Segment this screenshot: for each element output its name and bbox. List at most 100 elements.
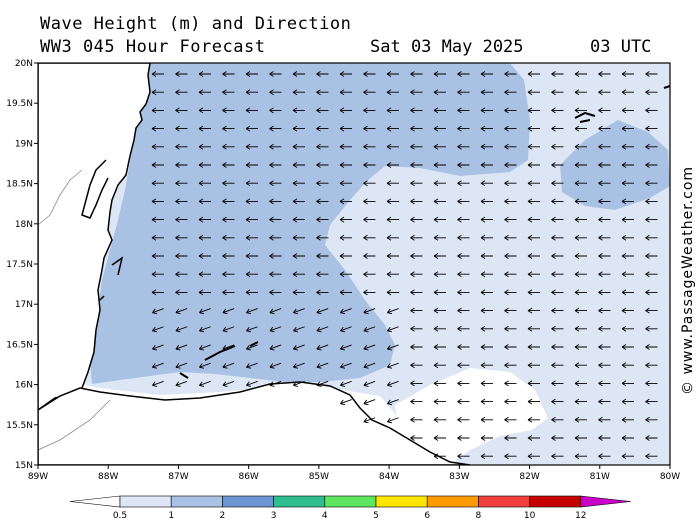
lon-tick-label: 81W bbox=[590, 472, 610, 482]
direction-arrow bbox=[269, 143, 282, 150]
direction-arrow bbox=[340, 326, 352, 333]
direction-arrow bbox=[504, 107, 517, 114]
legend-max-arrow bbox=[580, 495, 631, 508]
legend-swatch bbox=[119, 495, 172, 508]
direction-arrow bbox=[621, 325, 634, 332]
direction-arrow bbox=[433, 435, 446, 441]
direction-arrow bbox=[363, 71, 376, 77]
direction-arrow bbox=[574, 180, 587, 187]
direction-arrow bbox=[293, 326, 305, 333]
direction-arrow bbox=[504, 216, 517, 223]
direction-arrow bbox=[504, 271, 517, 278]
direction-arrow bbox=[527, 289, 540, 296]
direction-arrow bbox=[339, 289, 352, 296]
direction-arrow bbox=[386, 71, 399, 77]
direction-arrow bbox=[340, 308, 352, 315]
direction-arrow bbox=[433, 89, 446, 96]
direction-arrow bbox=[504, 198, 517, 205]
direction-arrow bbox=[598, 435, 611, 441]
direction-arrow bbox=[175, 71, 188, 77]
direction-arrow bbox=[504, 180, 517, 187]
direction-arrow bbox=[222, 289, 235, 296]
direction-arrow bbox=[551, 435, 564, 441]
direction-arrow bbox=[410, 289, 423, 296]
direction-arrow bbox=[269, 362, 282, 369]
direction-arrow bbox=[410, 234, 423, 241]
direction-arrow bbox=[645, 180, 658, 187]
direction-arrow bbox=[198, 125, 211, 132]
direction-arrow bbox=[386, 125, 399, 132]
legend-label: 4 bbox=[322, 511, 328, 521]
direction-arrow bbox=[340, 344, 352, 351]
direction-arrow bbox=[316, 71, 329, 77]
direction-arrow bbox=[480, 253, 493, 259]
direction-arrow bbox=[292, 71, 305, 77]
direction-arrow bbox=[316, 289, 329, 296]
direction-arrow bbox=[574, 234, 587, 241]
direction-arrow bbox=[316, 216, 329, 223]
direction-arrow bbox=[598, 453, 611, 460]
lat-tick-label: 17N bbox=[15, 300, 33, 310]
direction-arrow bbox=[269, 380, 282, 387]
direction-arrow bbox=[245, 289, 258, 296]
direction-arrow bbox=[198, 198, 211, 205]
direction-arrow bbox=[433, 143, 446, 150]
direction-arrow bbox=[246, 344, 258, 351]
direction-arrow bbox=[363, 180, 376, 187]
direction-arrow bbox=[151, 253, 164, 259]
direction-arrow bbox=[433, 180, 446, 187]
direction-arrow bbox=[363, 198, 376, 205]
direction-arrow bbox=[151, 198, 164, 205]
direction-arrow bbox=[387, 417, 399, 424]
direction-arrow bbox=[316, 362, 329, 369]
legend-swatch bbox=[273, 495, 326, 508]
direction-arrow bbox=[269, 198, 282, 205]
direction-arrow bbox=[410, 125, 423, 132]
direction-arrow bbox=[527, 435, 540, 441]
direction-arrow bbox=[175, 180, 188, 187]
legend-label: 3 bbox=[271, 511, 277, 521]
direction-arrow bbox=[480, 289, 493, 296]
direction-arrow bbox=[198, 253, 211, 259]
direction-arrow bbox=[363, 271, 376, 278]
direction-arrow bbox=[199, 362, 211, 369]
direction-arrow bbox=[245, 198, 258, 205]
direction-arrow bbox=[645, 398, 658, 405]
direction-arrow bbox=[316, 162, 329, 168]
direction-arrow bbox=[175, 162, 188, 168]
direction-arrow bbox=[480, 198, 493, 205]
direction-arrow bbox=[269, 216, 282, 223]
direction-arrow bbox=[621, 234, 634, 241]
direction-arrow bbox=[340, 362, 352, 369]
direction-arrow bbox=[246, 380, 258, 387]
direction-arrow bbox=[316, 253, 329, 259]
direction-arrow bbox=[386, 216, 399, 223]
direction-arrow bbox=[504, 234, 517, 241]
direction-arrow bbox=[621, 453, 634, 460]
legend-min-arrow bbox=[69, 495, 121, 508]
direction-arrow bbox=[363, 89, 376, 96]
direction-arrow bbox=[175, 380, 188, 387]
direction-arrow bbox=[480, 344, 493, 350]
legend-label: 8 bbox=[476, 511, 482, 521]
direction-arrow bbox=[598, 289, 611, 296]
direction-arrow bbox=[574, 216, 587, 223]
direction-arrow bbox=[339, 216, 352, 223]
direction-arrow bbox=[480, 271, 493, 278]
direction-arrow bbox=[527, 162, 540, 168]
direction-arrow bbox=[504, 71, 517, 77]
direction-arrow bbox=[363, 344, 376, 351]
direction-arrow bbox=[363, 143, 376, 150]
direction-arrow bbox=[527, 453, 540, 460]
direction-arrow bbox=[574, 325, 587, 332]
direction-arrow bbox=[339, 271, 352, 278]
direction-arrow bbox=[410, 380, 423, 387]
legend-label: 2 bbox=[220, 511, 226, 521]
cayman-islands bbox=[574, 111, 596, 123]
direction-arrow bbox=[574, 162, 587, 168]
direction-arrow bbox=[457, 416, 470, 423]
direction-arrow bbox=[598, 398, 611, 405]
direction-arrow bbox=[292, 143, 305, 150]
direction-arrow bbox=[387, 362, 399, 369]
direction-arrow bbox=[504, 289, 517, 296]
